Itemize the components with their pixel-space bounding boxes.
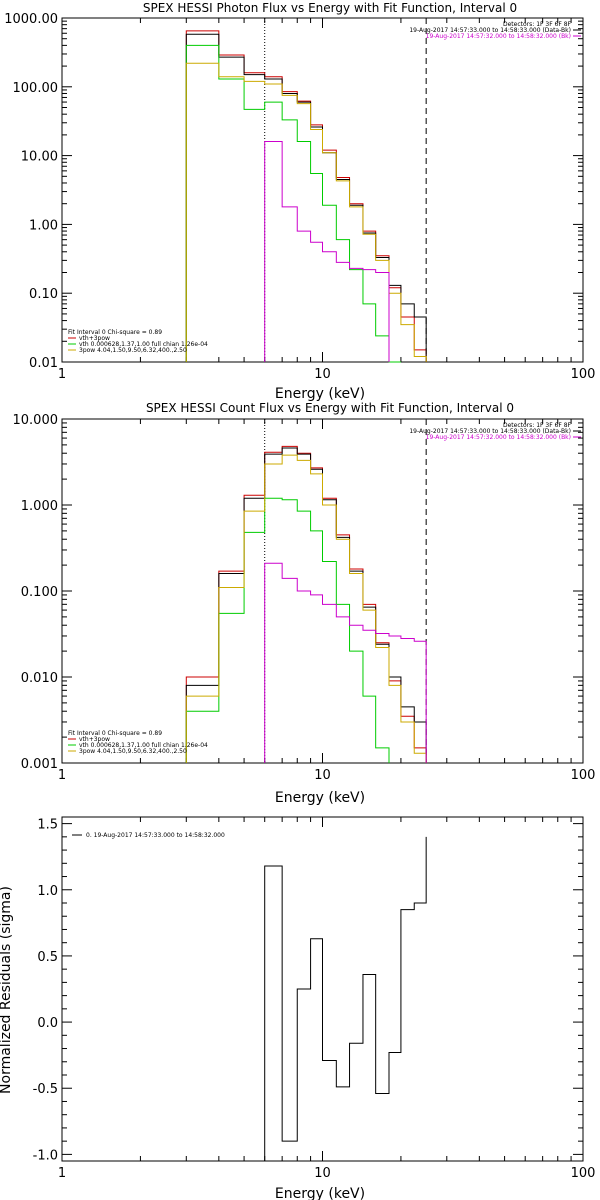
x-axis-label: Energy (keV) bbox=[275, 386, 365, 402]
x-tick-label: 10 bbox=[314, 768, 331, 783]
x-tick-label: 10 bbox=[314, 1166, 331, 1181]
series-line-0 bbox=[185, 445, 427, 763]
x-tick-label: 1 bbox=[58, 1166, 66, 1181]
legend-entry: 19-Aug-2017 14:57:33.000 to 14:58:33.000… bbox=[409, 27, 571, 34]
legend-entry: vth 0.000628,1.37,1.00 full chian 1.26e-… bbox=[79, 742, 208, 749]
series-line-1 bbox=[185, 447, 427, 763]
y-tick-label: 0.10 bbox=[29, 287, 58, 302]
y-tick-label: 0.0 bbox=[37, 1016, 58, 1031]
y-tick-label: -1.0 bbox=[33, 1148, 58, 1163]
y-tick-label: 1.00 bbox=[29, 218, 58, 233]
series-line-2 bbox=[185, 497, 390, 763]
y-tick-label: 0.5 bbox=[37, 950, 58, 965]
legend-entry: 19-Aug-2017 14:57:32.000 to 14:58:32.000… bbox=[426, 33, 571, 40]
plot-area-1: 1 10 100 0.001 0.010 0.100 1.000 10.000 Detector… bbox=[13, 413, 596, 783]
legend-entry: Detectors: 1F 3F 6F 8F bbox=[503, 21, 572, 28]
legend-entry: 0. 19-Aug-2017 14:57:33.000 to 14:58:32.… bbox=[86, 832, 225, 839]
legend-entry: vth+3pow bbox=[79, 335, 110, 342]
x-tick-label: 1 bbox=[58, 768, 66, 783]
chart-title: SPEX HESSI Count Flux vs Energy with Fit… bbox=[146, 401, 514, 415]
x-tick-label: 10 bbox=[314, 367, 331, 382]
series-line-2 bbox=[185, 44, 401, 363]
y-tick-label: 1000.00 bbox=[4, 12, 58, 27]
y-tick-label: 1.000 bbox=[21, 499, 58, 514]
y-tick-label: 1.0 bbox=[37, 884, 58, 899]
x-tick-label: 100 bbox=[571, 1166, 596, 1181]
legend-entry: 19-Aug-2017 14:57:32.000 to 14:58:32.000… bbox=[426, 434, 571, 441]
count-flux-panel: SPEX HESSI Count Flux vs Energy with Fit… bbox=[146, 401, 514, 806]
y-axis-label: Normalized Residuals (sigma) bbox=[0, 886, 14, 1094]
y-tick-label: 0.01 bbox=[29, 356, 58, 371]
legend-entry: Detectors: 1F 3F 6F 8F bbox=[503, 422, 572, 429]
x-tick-label: 100 bbox=[571, 768, 596, 783]
y-tick-label: 0.001 bbox=[21, 757, 58, 772]
y-tick-label: 0.100 bbox=[21, 585, 58, 600]
series-line-3 bbox=[185, 62, 427, 362]
series-line-1 bbox=[185, 33, 427, 362]
legend-entry: 3pow 4.04,1.50,9.50,6.32,400.,2.50 bbox=[79, 748, 187, 755]
y-tick-label: 10.000 bbox=[13, 413, 59, 428]
residuals-panel: Energy (keV) Normalized Residuals (sigma… bbox=[0, 886, 365, 1200]
series-line-3 bbox=[185, 454, 427, 763]
y-tick-label: 0.010 bbox=[21, 671, 58, 686]
series-line-4 bbox=[264, 562, 427, 763]
legend-entry: vth+3pow bbox=[79, 736, 110, 743]
legend-entry: Fit Interval 0 Chi-square = 0.89 bbox=[68, 730, 162, 737]
y-tick-label: 1.5 bbox=[37, 818, 58, 833]
plot-area-0: 1 10 100 0.01 0.10 1.00 10.00 100.00 1000.00 Dete… bbox=[4, 12, 595, 382]
x-tick-label: 1 bbox=[58, 367, 66, 382]
photon-flux-panel: SPEX HESSI Photon Flux vs Energy with Fi… bbox=[143, 1, 517, 402]
x-axis-label: Energy (keV) bbox=[275, 790, 365, 806]
legend-entry: vth 0.000628,1.37,1.00 full chian 1.26e-… bbox=[79, 341, 208, 348]
series-line-0 bbox=[264, 836, 427, 1161]
legend-entry: 3pow 4.04,1.50,9.50,6.32,400.,2.50 bbox=[79, 347, 187, 354]
x-tick-label: 100 bbox=[571, 367, 596, 382]
chart-title: SPEX HESSI Photon Flux vs Energy with Fi… bbox=[143, 1, 517, 15]
y-tick-label: 10.00 bbox=[21, 150, 58, 165]
series-line-4 bbox=[264, 141, 390, 362]
plot-area-2: 1 10 100 -1.0 -0.5 0.0 0.5 1.0 1.5 0. 19-Aug-2017… bbox=[33, 816, 596, 1181]
legend-entry: Fit Interval 0 Chi-square = 0.89 bbox=[68, 329, 162, 336]
legend-entry: 19-Aug-2017 14:57:33.000 to 14:58:33.000… bbox=[409, 428, 571, 435]
series-line-0 bbox=[185, 30, 427, 362]
y-tick-label: -0.5 bbox=[33, 1082, 58, 1097]
y-tick-label: 100.00 bbox=[13, 81, 59, 96]
x-axis-label: Energy (keV) bbox=[275, 1186, 365, 1200]
